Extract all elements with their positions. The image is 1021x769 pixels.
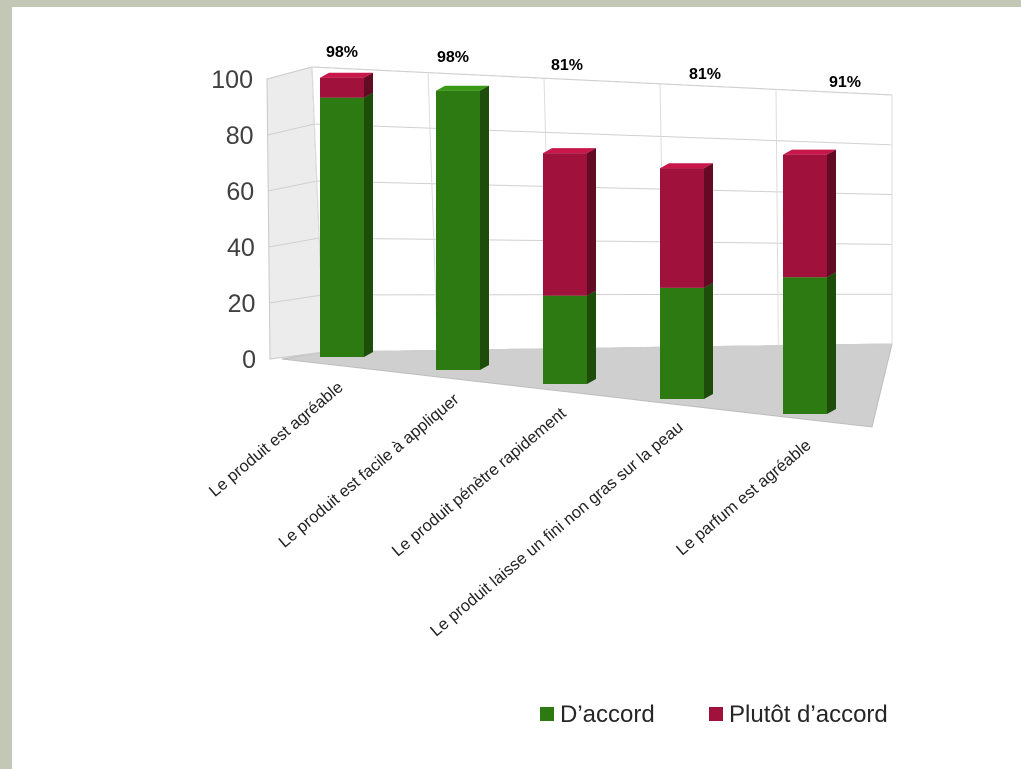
y-tick-label: 20 [228, 290, 256, 318]
bar-segment-side [364, 72, 373, 98]
bar-segment [543, 295, 587, 384]
stacked-bar-chart: 0 20 40 60 80 100 98% 98% 81% 81% 91% Le produit … [206, 44, 893, 728]
y-tick-label: 80 [226, 122, 254, 150]
legend-label: D’accord [560, 701, 655, 728]
bar-segment-side [704, 282, 713, 399]
total-label: 98% [326, 44, 358, 61]
category-label: Le produit laisse un fini non gras sur l… [427, 418, 687, 640]
bar-top [436, 85, 489, 91]
total-label: 91% [829, 74, 861, 91]
y-tick-label: 40 [227, 234, 255, 262]
bar-segment-side [364, 92, 373, 357]
y-tick-label: 60 [226, 178, 254, 206]
total-label: 81% [689, 66, 721, 83]
bar-top [783, 149, 836, 155]
gridline [269, 294, 322, 304]
total-label: 98% [437, 49, 469, 66]
legend: D’accord Plutôt d’accord [540, 701, 888, 728]
bar-top [660, 163, 713, 169]
bar-segment-side [827, 149, 836, 278]
total-label: 81% [551, 57, 583, 74]
bar-segment [783, 154, 827, 278]
total-labels: 98% 98% 81% 81% 91% [326, 44, 861, 91]
bar-segment [320, 97, 364, 358]
bar-segment [783, 277, 827, 414]
bar-segment-side [704, 163, 713, 288]
bar-top [320, 72, 373, 78]
bar-segment [436, 90, 480, 370]
gridline [314, 123, 893, 146]
y-tick-label: 0 [242, 346, 256, 374]
bar-top [543, 148, 596, 154]
legend-label: Plutôt d’accord [729, 701, 888, 728]
gridline-vertical [775, 89, 779, 346]
gridline [268, 237, 320, 248]
gridline [266, 66, 313, 80]
legend-swatch [709, 707, 723, 721]
bars [320, 72, 836, 414]
gridline [268, 180, 317, 192]
bar-segment-side [587, 290, 596, 384]
gridline [267, 123, 315, 136]
bar-segment [660, 287, 704, 399]
bar-segment [320, 77, 364, 98]
y-tick-label: 100 [211, 66, 253, 94]
y-axis-ticks: 0 20 40 60 80 100 [211, 66, 256, 374]
bar-segment-side [827, 272, 836, 414]
gridline [269, 351, 325, 360]
category-label: Le produit est agréable [206, 378, 347, 500]
category-label: Le parfum est agréable [673, 436, 815, 559]
bar-segment [660, 168, 704, 288]
chart-frame: 0 20 40 60 80 100 98% 98% 81% 81% 91% Le produit … [12, 7, 1021, 769]
bar-segment-side [480, 85, 489, 370]
bar-segment-side [587, 148, 596, 296]
gridline [311, 66, 893, 96]
bar-segment [543, 153, 587, 296]
legend-swatch [540, 707, 554, 721]
